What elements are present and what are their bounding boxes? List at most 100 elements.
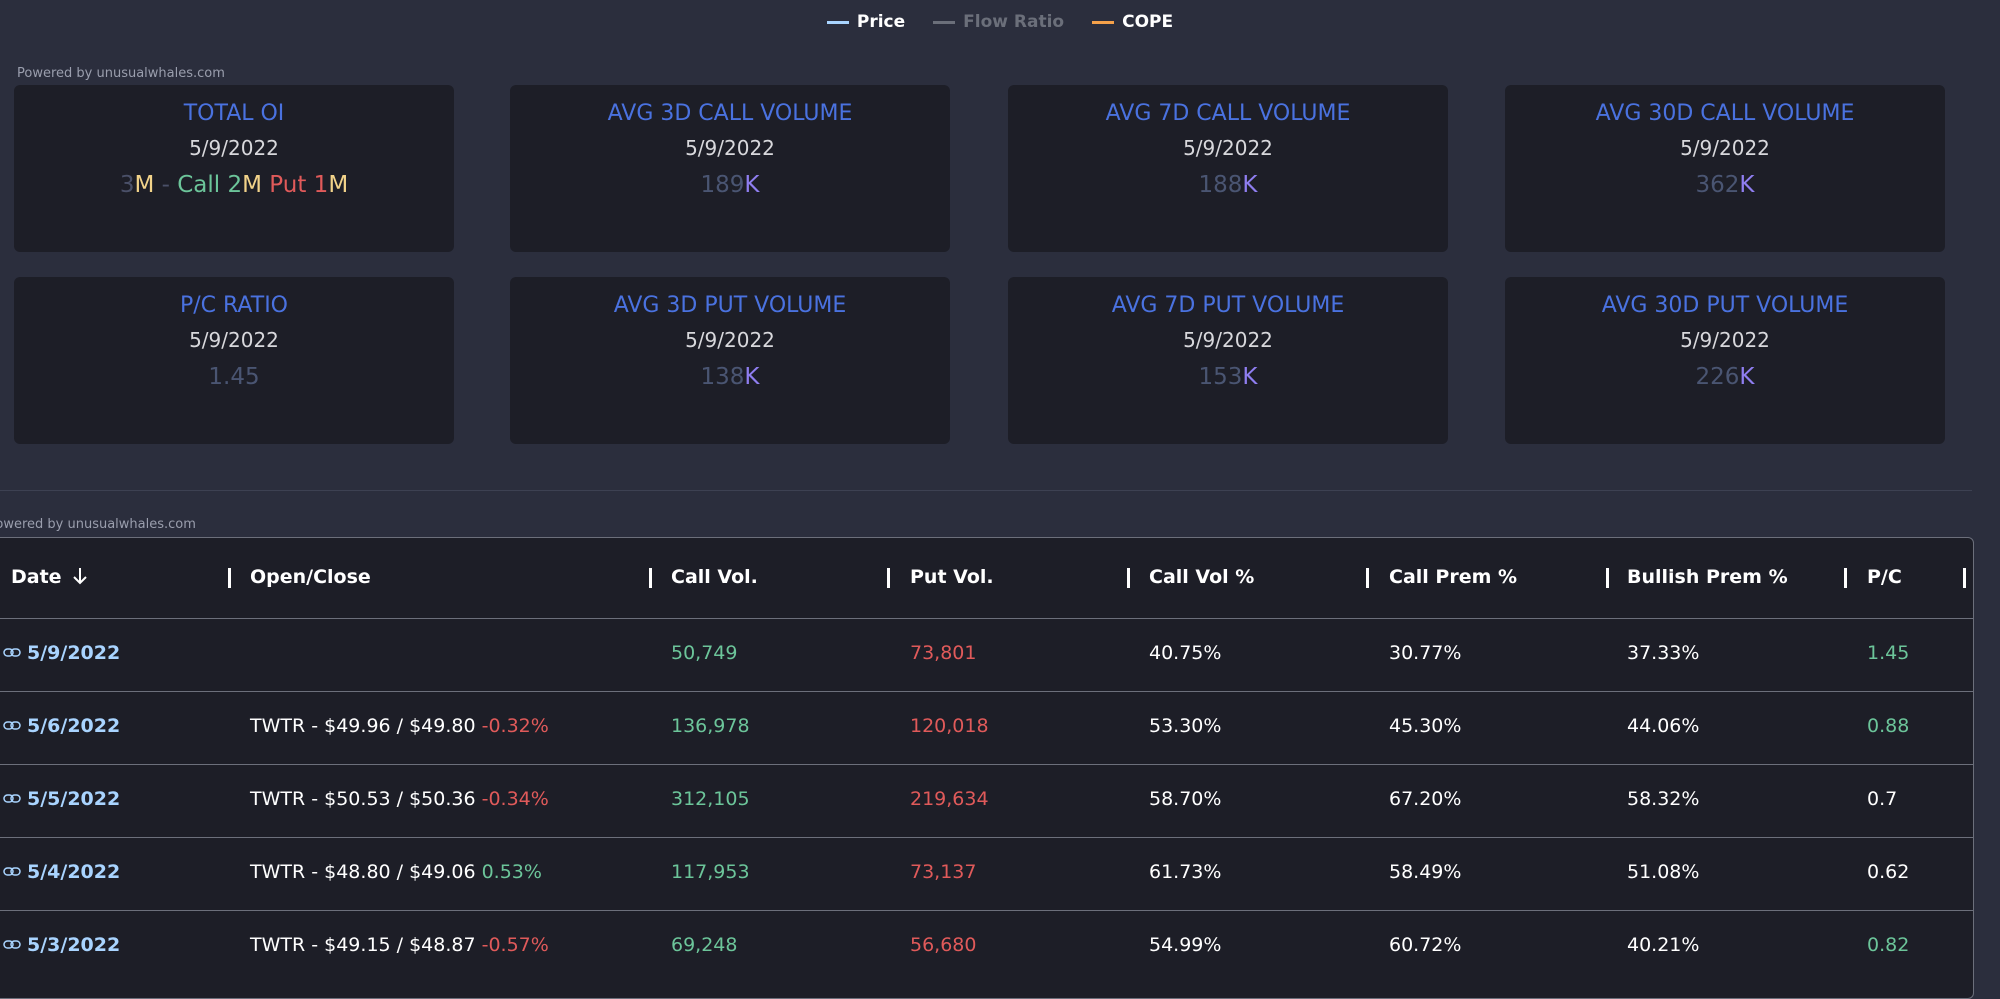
call-vol-pct: 58.70% (1149, 788, 1222, 810)
column-separator (1963, 568, 1966, 588)
value-part: - (154, 172, 178, 198)
bullish-prem-pct: 37.33% (1627, 642, 1700, 664)
legend-swatch (1092, 20, 1115, 24)
legend: Price Flow Ratio COPE (0, 12, 2000, 32)
column-separator (1844, 568, 1847, 588)
card-title: AVG 3D PUT VOLUME (613, 293, 847, 318)
date-link[interactable]: 5/3/2022 (3, 934, 120, 956)
link-icon (3, 721, 21, 730)
bullish-prem-pct: 44.06% (1627, 715, 1700, 737)
value-part: M (242, 172, 262, 198)
column-header[interactable]: P/C (1867, 566, 1902, 588)
legend-item[interactable]: Flow Ratio (933, 12, 1064, 32)
column-header[interactable]: Open/Close (250, 566, 371, 588)
card-date: 5/9/2022 (1680, 136, 1770, 160)
date: 5/5/2022 (27, 788, 121, 810)
value-part: 2 (227, 172, 243, 198)
card-date: 5/9/2022 (685, 136, 775, 160)
column-header[interactable]: Call Vol. (671, 566, 758, 588)
call-prem-pct: 60.72% (1389, 934, 1462, 956)
call-prem-pct: 30.77% (1389, 642, 1462, 664)
value-part: Call (177, 172, 228, 198)
card-value: 3M - Call 2M Put 1M (14, 172, 454, 198)
column-separator (1127, 568, 1130, 588)
column-header[interactable]: Call Prem % (1389, 566, 1518, 588)
change: -0.34% (481, 788, 549, 810)
pc: 0.62 (1867, 861, 1910, 883)
row-divider (0, 618, 1973, 619)
stat-card: AVG 30D PUT VOLUME 5/9/2022 226K (1505, 277, 1945, 444)
open-close: TWTR - $50.53 / $50.36 -0.34% (250, 788, 549, 810)
call-vol: 50,749 (671, 642, 738, 664)
value-part: K (744, 172, 760, 198)
put-vol: 73,137 (910, 861, 977, 883)
card-value: 138K (510, 364, 950, 390)
legend-item[interactable]: Price (826, 12, 905, 32)
put-vol: 56,680 (910, 934, 977, 956)
pc: 1.45 (1867, 642, 1910, 664)
date-link[interactable]: 5/6/2022 (3, 715, 120, 737)
bullish-prem-pct: 40.21% (1627, 934, 1700, 956)
legend-swatch (826, 20, 849, 24)
link-icon (3, 940, 21, 949)
value-part: M (328, 172, 349, 198)
call-prem-pct: 58.49% (1389, 861, 1462, 883)
card-date: 5/9/2022 (189, 328, 279, 352)
card-title: AVG 30D CALL VOLUME (1595, 101, 1855, 126)
row-divider (0, 691, 1973, 692)
column-header[interactable]: Put Vol. (910, 566, 994, 588)
legend-label: COPE (1122, 12, 1174, 32)
column-header[interactable]: Call Vol % (1149, 566, 1255, 588)
card-title: P/C RATIO (179, 293, 288, 318)
date-link[interactable]: 5/9/2022 (3, 642, 120, 664)
change: -0.32% (481, 715, 549, 737)
call-vol-pct: 61.73% (1149, 861, 1222, 883)
stat-card: AVG 3D PUT VOLUME 5/9/2022 138K (510, 277, 950, 444)
value-part: M (134, 172, 155, 198)
date: 5/6/2022 (27, 715, 121, 737)
call-vol: 312,105 (671, 788, 750, 810)
column-separator (649, 568, 652, 588)
change: -0.57% (481, 934, 549, 956)
stat-card: TOTAL OI 5/9/2022 3M - Call 2M Put 1M (14, 85, 454, 252)
open-close-text: TWTR - $50.53 / $50.36 (250, 788, 476, 810)
card-value: 153K (1008, 364, 1448, 390)
column-separator (228, 568, 231, 588)
date-link[interactable]: 5/5/2022 (3, 788, 120, 810)
stat-card: AVG 30D CALL VOLUME 5/9/2022 362K (1505, 85, 1945, 252)
link-icon (3, 648, 21, 657)
sort-icon[interactable] (70, 566, 90, 586)
value-part: K (1739, 364, 1755, 390)
bullish-prem-pct: 51.08% (1627, 861, 1700, 883)
open-close-text: TWTR - $48.80 / $49.06 (250, 861, 476, 883)
value-part: 189 (700, 172, 745, 198)
value-part: 188 (1198, 172, 1243, 198)
pc: 0.7 (1867, 788, 1898, 810)
card-date: 5/9/2022 (189, 136, 279, 160)
pc: 0.88 (1867, 715, 1910, 737)
call-vol-pct: 40.75% (1149, 642, 1222, 664)
call-prem-pct: 67.20% (1389, 788, 1462, 810)
stat-card: AVG 3D CALL VOLUME 5/9/2022 189K (510, 85, 950, 252)
card-title: AVG 3D CALL VOLUME (607, 101, 853, 126)
card-date: 5/9/2022 (1680, 328, 1770, 352)
pc: 0.82 (1867, 934, 1910, 956)
legend-swatch (933, 20, 956, 24)
card-date: 5/9/2022 (685, 328, 775, 352)
value-part: 3 (119, 172, 135, 198)
date-link[interactable]: 5/4/2022 (3, 861, 120, 883)
card-title: AVG 30D PUT VOLUME (1601, 293, 1849, 318)
call-vol: 69,248 (671, 934, 738, 956)
legend-label: Flow Ratio (963, 12, 1065, 32)
row-divider (0, 910, 1973, 911)
column-separator (1366, 568, 1369, 588)
card-date: 5/9/2022 (1183, 328, 1273, 352)
open-close-text: TWTR - $49.96 / $49.80 (250, 715, 476, 737)
column-header[interactable]: Date (11, 566, 90, 588)
card-title: AVG 7D CALL VOLUME (1105, 101, 1351, 126)
legend-item[interactable]: COPE (1092, 12, 1173, 32)
value-part: 226 (1695, 364, 1740, 390)
column-header[interactable]: Bullish Prem % (1627, 566, 1788, 588)
call-prem-pct: 45.30% (1389, 715, 1462, 737)
value-part: K (1242, 364, 1258, 390)
